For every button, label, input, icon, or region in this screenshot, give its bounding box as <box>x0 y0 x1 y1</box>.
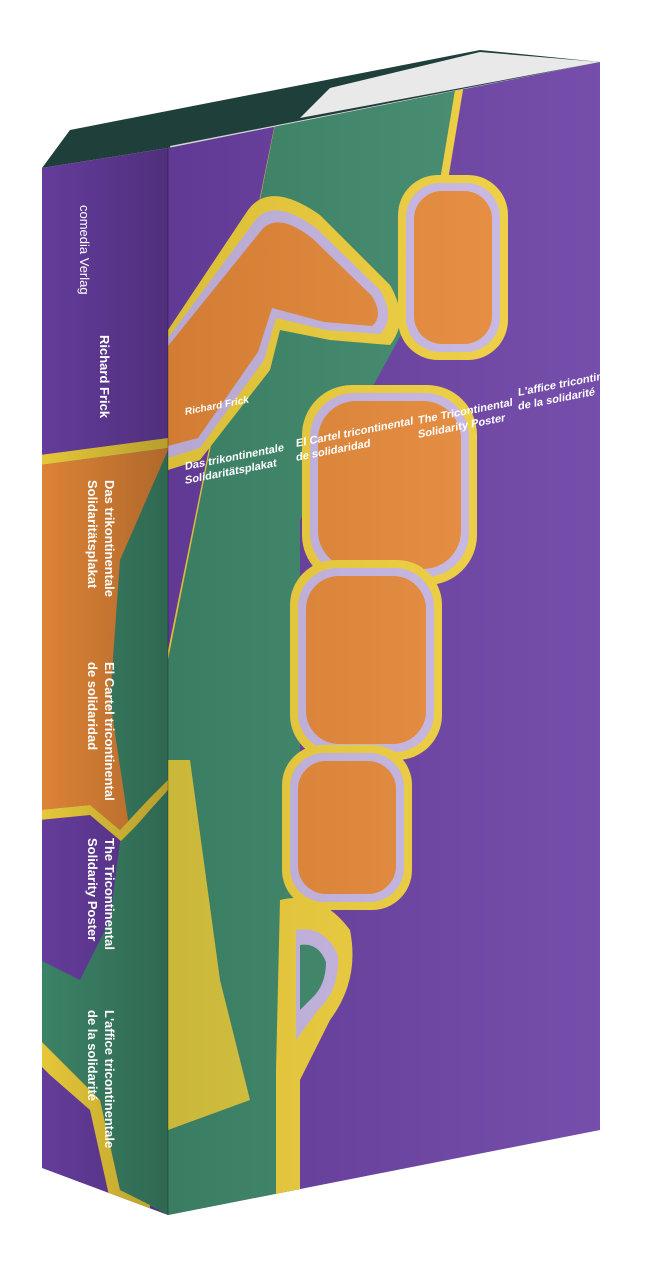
spine-title-es-2: de solidaridad <box>85 662 100 750</box>
spine <box>42 148 168 1215</box>
spine-publisher: comedia Verlag <box>77 205 92 295</box>
spine-title-es-1: El Cartel tricontinental <box>102 662 117 801</box>
spine-title-de-2: Solidaritätsplakat <box>85 480 100 589</box>
spine-title-fr-1: L'affice tricontinentale <box>102 1010 117 1148</box>
spine-title-en-1: The Tricontinental <box>102 838 117 950</box>
spine-title-fr-2: de la solidarité <box>85 1010 100 1101</box>
spine-text: comedia Verlag Richard Frick Das trikont… <box>77 205 117 1148</box>
front-cover <box>168 62 600 1215</box>
spine-title-en-2: Solidarity Poster <box>85 838 100 941</box>
spine-title-de-1: Das trikontinentale <box>102 480 117 597</box>
spine-author: Richard Frick <box>97 335 112 419</box>
